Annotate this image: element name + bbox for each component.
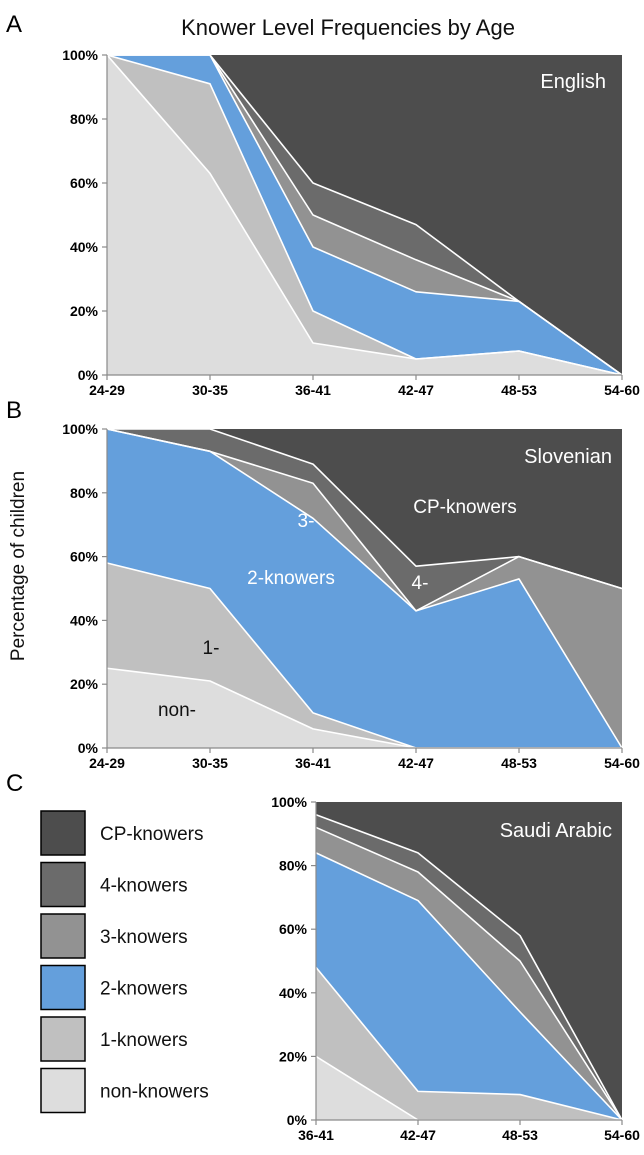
y-tick-label: 40% bbox=[70, 612, 99, 628]
legend-swatch-two bbox=[40, 964, 86, 1011]
legend-swatch-cp bbox=[40, 810, 86, 856]
y-tick-label: 0% bbox=[78, 367, 99, 383]
area-annotation: 1- bbox=[203, 638, 220, 659]
y-tick-label: 100% bbox=[62, 421, 98, 437]
y-tick-label: 100% bbox=[62, 47, 98, 63]
x-tick-label: 30-35 bbox=[192, 382, 228, 398]
boundary-three-c bbox=[315, 826, 623, 1121]
area-two-a bbox=[107, 55, 622, 375]
x-tick-label: 48-53 bbox=[501, 755, 537, 771]
x-tick-label: 48-53 bbox=[502, 1127, 538, 1143]
y-tick-label: 20% bbox=[70, 676, 99, 692]
legend-swatch-four bbox=[40, 861, 86, 908]
area-non-b bbox=[107, 668, 622, 748]
boundary-two-c bbox=[315, 852, 623, 1121]
legend-label-three: 3-knowers bbox=[100, 927, 188, 948]
y-tick-label: 20% bbox=[70, 303, 99, 319]
area-cp-a bbox=[107, 55, 622, 375]
legend: CP-knowers 4-knowers 3-knowers 2-knowers 1-k… bbox=[40, 810, 209, 1114]
y-tick-label: 40% bbox=[70, 239, 99, 255]
chart-saudi-arabic: 0% 20% 40% 60% 80% 100% 36-41 42-47 48-53 54-60 Sa… bbox=[271, 794, 640, 1143]
area-annotation: 2-knowers bbox=[247, 568, 335, 589]
panel-letter-a: A bbox=[6, 11, 22, 38]
boundary-one-c bbox=[315, 966, 623, 1121]
y-tick-label: 60% bbox=[70, 549, 99, 565]
panel-letter-b: B bbox=[6, 397, 22, 424]
y-tick-label: 60% bbox=[70, 175, 99, 191]
area-annotation: 3- bbox=[298, 511, 315, 532]
x-tick-label: 54-60 bbox=[604, 382, 640, 398]
area-one-b bbox=[107, 562, 622, 748]
y-tick-label: 80% bbox=[279, 858, 308, 874]
x-tick-label: 54-60 bbox=[604, 1127, 640, 1143]
area-two-c bbox=[316, 852, 622, 1120]
x-tick-label: 36-41 bbox=[295, 382, 331, 398]
boundary-one-a bbox=[106, 54, 623, 376]
legend-label-cp: CP-knowers bbox=[100, 824, 203, 845]
x-tick-label: 42-47 bbox=[398, 755, 434, 771]
chart-slovenian: 0% 20% 40% 60% 80% 100% 24-29 30-35 36-41 42-47 48… bbox=[62, 421, 640, 771]
boundary-four-b bbox=[107, 428, 623, 590]
x-tick-label: 24-29 bbox=[89, 755, 125, 771]
legend-label-four: 4-knowers bbox=[100, 876, 188, 897]
area-four-a bbox=[107, 55, 622, 375]
chart-english: 0% 20% 40% 60% 80% 100% 24-29 30-35 36-41 42-47 48… bbox=[62, 47, 640, 398]
y-tick-label: 80% bbox=[70, 111, 99, 127]
figure-title: Knower Level Frequencies by Age bbox=[181, 15, 515, 40]
language-label: English bbox=[540, 71, 606, 93]
language-label: Slovenian bbox=[524, 446, 612, 468]
y-axis-label: Percentage of children bbox=[8, 471, 29, 661]
y-tick-label: 0% bbox=[287, 1112, 308, 1128]
y-tick-label: 40% bbox=[279, 985, 308, 1001]
y-tick-label: 80% bbox=[70, 485, 99, 501]
area-annotation: 4- bbox=[412, 573, 429, 594]
area-two-b bbox=[107, 429, 622, 748]
area-cp-c bbox=[316, 802, 622, 1120]
area-non-a bbox=[107, 55, 622, 375]
y-tick-label: 20% bbox=[279, 1048, 308, 1064]
area-annotation: CP-knowers bbox=[413, 497, 516, 518]
x-tick-label: 48-53 bbox=[501, 382, 537, 398]
area-annotation: non- bbox=[158, 700, 196, 721]
legend-label-two: 2-knowers bbox=[100, 979, 188, 1000]
x-tick-label: 54-60 bbox=[604, 755, 640, 771]
y-tick-label: 60% bbox=[279, 921, 308, 937]
area-one-a bbox=[107, 55, 622, 375]
x-tick-label: 36-41 bbox=[298, 1127, 334, 1143]
area-cp-b bbox=[107, 429, 622, 589]
x-tick-label: 42-47 bbox=[400, 1127, 436, 1143]
x-tick-label: 42-47 bbox=[398, 382, 434, 398]
legend-label-non: non-knowers bbox=[100, 1082, 209, 1103]
boundary-four-a bbox=[107, 54, 623, 376]
legend-label-one: 1-knowers bbox=[100, 1030, 188, 1051]
language-label: Saudi Arabic bbox=[500, 820, 612, 842]
area-one-c bbox=[316, 967, 622, 1120]
area-four-b bbox=[107, 429, 622, 611]
y-tick-label: 100% bbox=[271, 794, 307, 810]
panel-letter-c: C bbox=[6, 770, 23, 797]
x-tick-label: 30-35 bbox=[192, 755, 228, 771]
legend-swatch-one bbox=[40, 1016, 86, 1062]
area-three-a bbox=[107, 55, 622, 375]
x-tick-label: 24-29 bbox=[89, 382, 125, 398]
area-three-c bbox=[316, 827, 622, 1120]
area-non-c bbox=[316, 1056, 622, 1120]
x-tick-label: 36-41 bbox=[295, 755, 331, 771]
boundary-four-c bbox=[315, 813, 623, 1121]
legend-swatch-three bbox=[40, 913, 86, 959]
legend-swatch-non bbox=[40, 1067, 86, 1114]
y-tick-label: 0% bbox=[78, 740, 99, 756]
